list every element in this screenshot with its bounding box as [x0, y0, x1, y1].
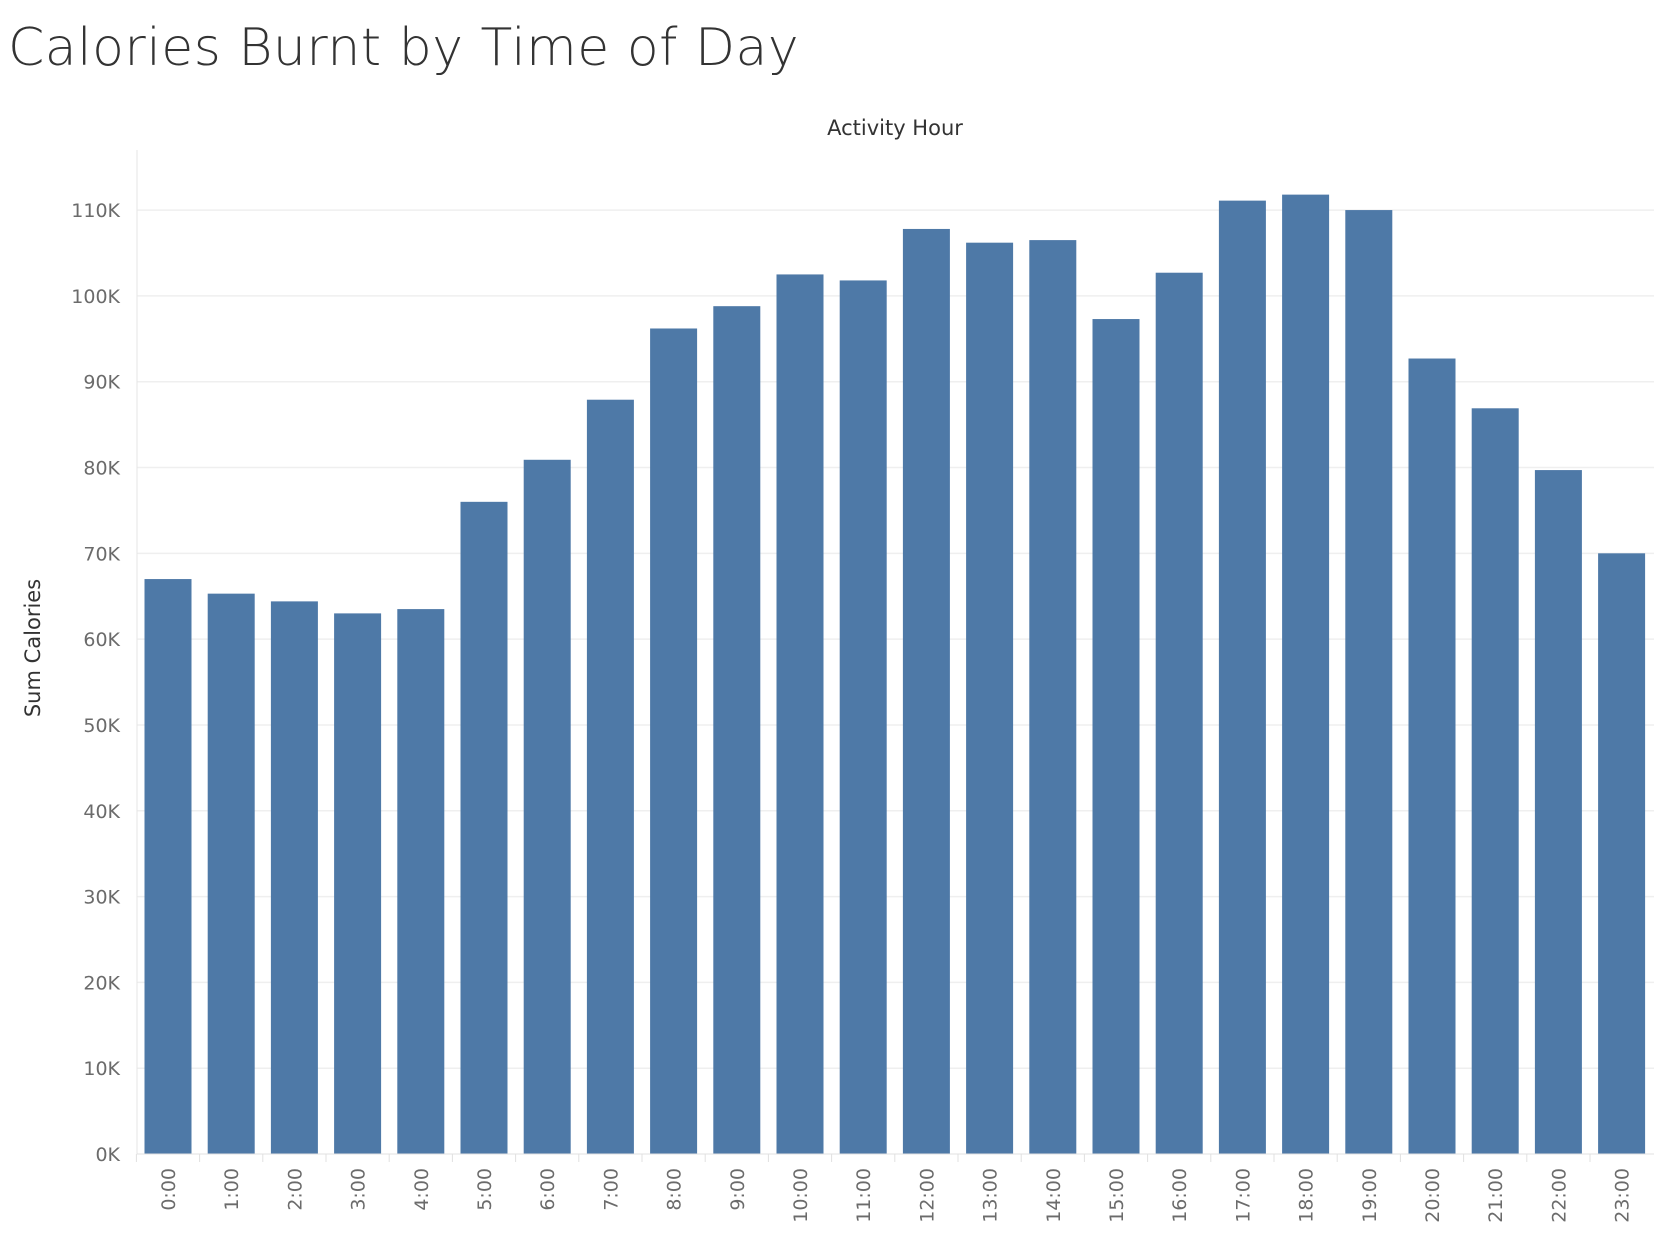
x-tick-label: 5:00 [474, 1168, 496, 1211]
bar[interactable] [207, 593, 255, 1154]
y-tick-label: 30K [83, 887, 120, 909]
x-tick-label: 6:00 [537, 1168, 559, 1211]
x-tick-label: 17:00 [1232, 1168, 1254, 1223]
x-tick-label: 11:00 [853, 1168, 875, 1223]
bars [144, 194, 1646, 1155]
bar[interactable] [1029, 240, 1077, 1155]
bar[interactable] [523, 459, 571, 1154]
y-tick-label: 50K [83, 715, 120, 737]
x-axis-title: Activity Hour [827, 116, 963, 140]
y-tick-label: 40K [83, 801, 120, 823]
x-tick-label: 3:00 [348, 1168, 370, 1211]
bar[interactable] [713, 306, 761, 1155]
bar[interactable] [270, 601, 318, 1154]
bar[interactable] [144, 579, 192, 1154]
bar[interactable] [1345, 210, 1393, 1155]
bar[interactable] [776, 274, 824, 1154]
x-tick-label: 0:00 [158, 1168, 180, 1211]
y-tick-label: 60K [83, 629, 120, 651]
bar[interactable] [1092, 319, 1140, 1154]
x-axis: 0:00 1:00 2:00 3:00 4:00 5:00 6:00 7:00 8:00 9:00… [135, 1153, 1654, 1223]
bar[interactable] [1282, 194, 1330, 1155]
x-tick-label: 7:00 [600, 1168, 622, 1211]
y-axis: 0K 10K 20K 30K 40K 50K 60K 70K 80K 90K 100K 110K [71, 150, 138, 1166]
x-tick-label: 12:00 [916, 1168, 938, 1223]
bar[interactable] [397, 609, 445, 1154]
x-tick-label: 14:00 [1043, 1168, 1065, 1223]
bar[interactable] [902, 228, 950, 1154]
x-tick-label: 15:00 [1106, 1168, 1128, 1223]
y-tick-label: 110K [71, 200, 120, 222]
chart-title: Calories Burnt by Time of Day [8, 18, 800, 78]
bar[interactable] [460, 501, 508, 1154]
bar[interactable] [334, 613, 382, 1154]
y-tick-label: 80K [83, 458, 120, 480]
x-tick-label: 20:00 [1422, 1168, 1444, 1223]
bar[interactable] [1598, 553, 1646, 1154]
bar[interactable] [586, 399, 634, 1154]
bar[interactable] [1218, 200, 1266, 1155]
x-tick-label: 18:00 [1296, 1168, 1318, 1223]
y-tick-label: 90K [83, 372, 120, 394]
x-tick-label: 1:00 [221, 1168, 243, 1211]
x-tick-label: 10:00 [790, 1168, 812, 1223]
bar[interactable] [1534, 470, 1582, 1155]
bar[interactable] [1155, 272, 1203, 1154]
x-tick-label: 22:00 [1548, 1168, 1570, 1223]
bar[interactable] [1471, 408, 1519, 1154]
y-tick-label: 10K [83, 1058, 120, 1080]
x-tick-label: 4:00 [411, 1168, 433, 1211]
y-axis-title: Sum Calories [21, 579, 45, 717]
x-tick-label: 8:00 [664, 1168, 686, 1211]
bar[interactable] [650, 328, 698, 1154]
bar[interactable] [1408, 358, 1456, 1154]
y-tick-label: 100K [71, 286, 120, 308]
x-tick-label: 16:00 [1169, 1168, 1191, 1223]
x-tick-label: 13:00 [980, 1168, 1002, 1223]
x-tick-label: 9:00 [727, 1168, 749, 1211]
y-tick-label: 70K [83, 543, 120, 565]
x-tick-label: 23:00 [1612, 1168, 1634, 1223]
gridlines [137, 209, 1654, 1069]
x-tick-label: 19:00 [1359, 1168, 1381, 1223]
x-tick-label: 21:00 [1485, 1168, 1507, 1223]
bar[interactable] [839, 280, 887, 1154]
bar[interactable] [966, 242, 1014, 1154]
y-tick-label: 20K [83, 972, 120, 994]
y-tick-label: 0K [95, 1144, 120, 1166]
x-tick-label: 2:00 [284, 1168, 306, 1211]
